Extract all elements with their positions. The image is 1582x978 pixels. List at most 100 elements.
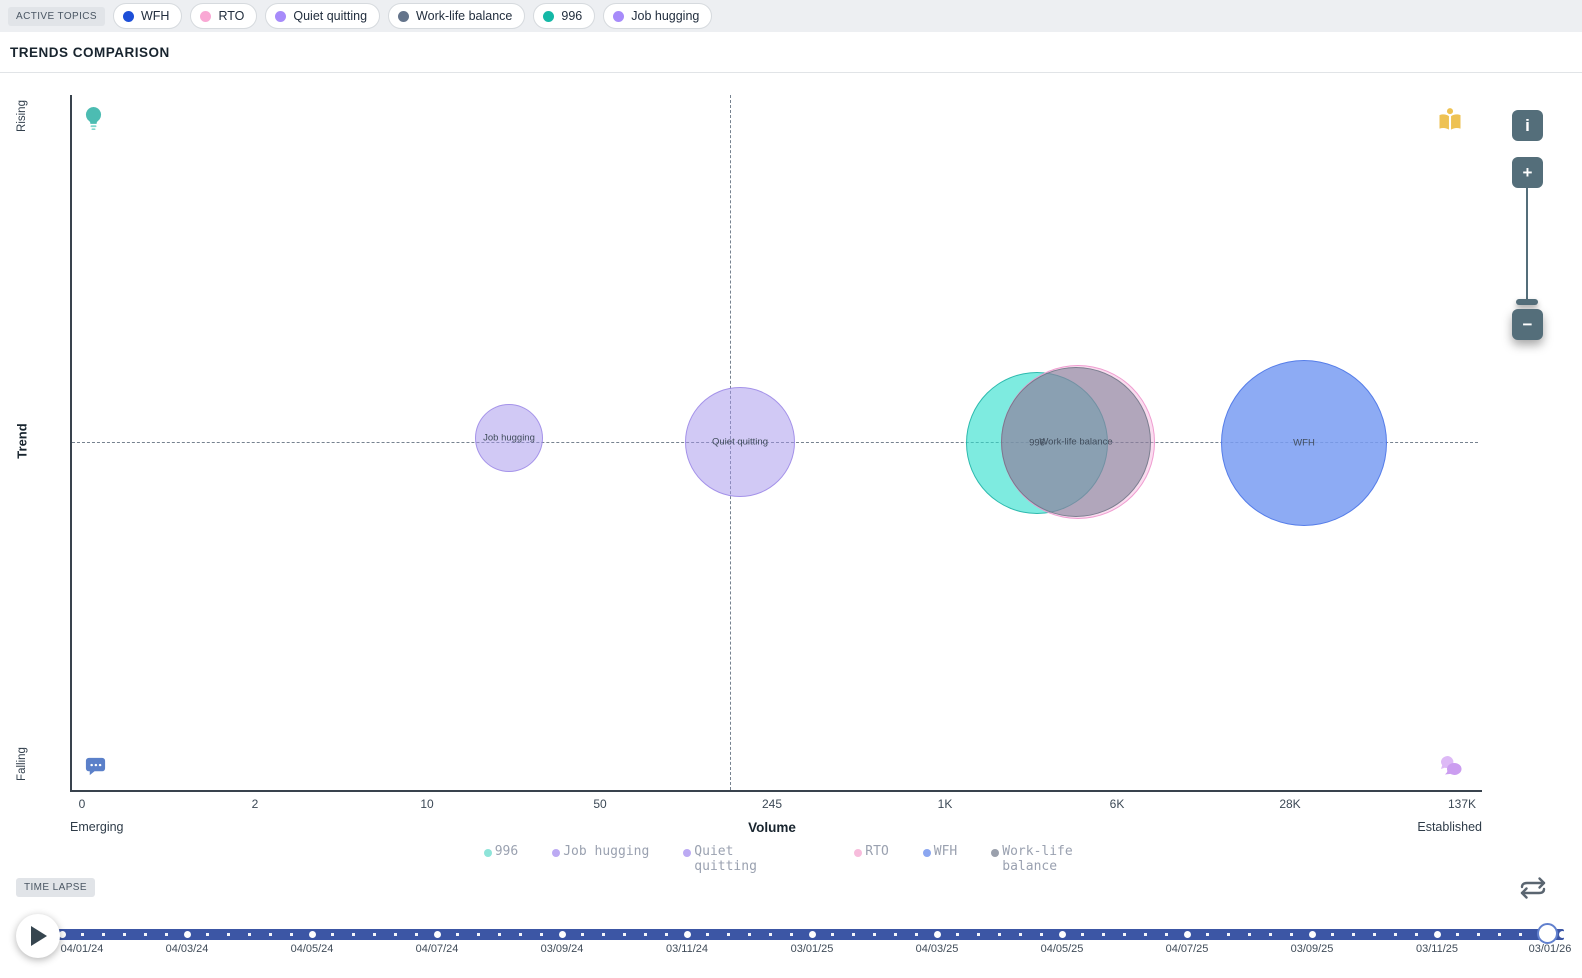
timeline-date-label: 04/05/25 [1040, 943, 1084, 955]
timeline-date-label: 04/05/24 [290, 943, 334, 955]
topic-chip-work-life-balance[interactable]: Work-life balance [388, 3, 526, 29]
timeline-minor-dot [539, 933, 543, 936]
legend-color-dot [854, 849, 863, 857]
x-tick-28k: 28K [1279, 797, 1301, 811]
legend-color-dot [991, 849, 1000, 857]
legend-item-wfh[interactable]: WFH [922, 844, 958, 860]
timeline-major-dot [308, 931, 316, 938]
topic-color-dot [275, 10, 287, 22]
topic-chip-996[interactable]: 996 [533, 3, 596, 29]
timeline-minor-dot [977, 933, 981, 936]
timeline-minor-dot [498, 933, 501, 936]
legend-item-label: Job hugging [563, 844, 650, 859]
timeline-minor-dot [1268, 933, 1272, 936]
chart-legend: 996 Job hugging Quiet quitting RTO WFH Work-l… [0, 844, 1582, 875]
timeline-minor-dot [1164, 933, 1168, 936]
legend-item-996[interactable]: 996 [483, 844, 519, 860]
timeline-minor-dot [1477, 933, 1481, 936]
timeline-major-dot [1058, 931, 1066, 938]
x-axis-right-label: Established [1417, 820, 1482, 834]
timeline-minor-dot [643, 933, 647, 936]
timeline-minor-dot [852, 933, 856, 936]
timeline-minor-dot [143, 933, 147, 936]
timeline-date-label: 03/11/25 [1415, 943, 1459, 955]
zoom-out-button[interactable]: − [1512, 309, 1543, 340]
timeline-minor-dot [1373, 933, 1376, 936]
timeline-minor-dot [1102, 933, 1106, 936]
topic-chip-rto[interactable]: RTO [190, 3, 258, 29]
legend-item-work-life-balance[interactable]: Work-life balance [991, 844, 1098, 875]
legend-item-label: WFH [933, 844, 958, 859]
timeline-date-label: 03/01/26 [1528, 943, 1572, 955]
library-icon [1436, 107, 1464, 138]
timeline-handle[interactable] [1537, 923, 1558, 944]
x-tick-137k: 137K [1447, 797, 1477, 811]
timeline-minor-dot [664, 933, 668, 936]
legend-item-label: 996 [494, 844, 519, 859]
y-axis-title: Trend [14, 423, 30, 459]
timeline-minor-dot [268, 933, 272, 936]
timeline-date-label: 03/11/24 [665, 943, 709, 955]
legend-item-job-hugging[interactable]: Job hugging [552, 844, 650, 860]
timeline-minor-dot [1393, 933, 1397, 936]
play-icon [31, 926, 47, 946]
timeline-date-label: 04/01/24 [60, 943, 104, 955]
timeline-minor-dot [518, 933, 522, 936]
timeline-minor-dot [1498, 933, 1501, 936]
active-topics-badge: ACTIVE TOPICS [8, 6, 105, 26]
timeline-minor-dot [581, 933, 585, 936]
timeline-minor-dot [1039, 933, 1043, 936]
x-tick-10: 10 [420, 797, 434, 811]
x-tick-0: 0 [78, 797, 86, 811]
topic-chip-label: RTO [218, 9, 245, 23]
timeline-date-label: 03/09/24 [540, 943, 584, 955]
legend-item-rto[interactable]: RTO [854, 844, 889, 860]
timeline-date-label: 03/09/25 [1290, 943, 1334, 955]
bubble-wfh[interactable] [1221, 360, 1387, 526]
timeline-minor-dot [81, 933, 85, 936]
topic-chip-wfh[interactable]: WFH [112, 3, 183, 29]
timeline-date-label: 04/03/25 [915, 943, 959, 955]
zoom-slider-track[interactable] [1526, 188, 1528, 302]
timeline-minor-dot [289, 933, 293, 936]
topic-chip-label: Work-life balance [416, 9, 513, 23]
timeline-minor-dot [477, 933, 481, 936]
bubble-quiet-quitting[interactable] [685, 387, 795, 497]
timeline-minor-dot [1456, 933, 1460, 936]
timeline-minor-dot [748, 933, 751, 936]
timeline-minor-dot [602, 933, 606, 936]
timeline-minor-dot [102, 933, 106, 936]
timeline-major-dot [1308, 931, 1316, 938]
timeline-minor-dot [456, 933, 460, 936]
topic-chip-label: Job hugging [631, 9, 700, 23]
repeat-icon[interactable] [1516, 874, 1550, 902]
timeline-minor-dot [873, 933, 876, 936]
timeline-date-label: 04/07/25 [1165, 943, 1209, 955]
topic-chip-job-hugging[interactable]: Job hugging [603, 3, 713, 29]
timeline-minor-dot [164, 933, 168, 936]
time-lapse-badge: TIME LAPSE [16, 878, 95, 897]
legend-color-dot [483, 849, 492, 857]
timeline-minor-dot [727, 933, 731, 936]
x-tick-2: 2 [251, 797, 259, 811]
info-icon: i [1525, 116, 1530, 135]
timeline-minor-dot [1018, 933, 1022, 936]
zoom-in-button[interactable]: + [1512, 157, 1543, 188]
info-button[interactable]: i [1512, 110, 1543, 141]
timeline-minor-dot [831, 933, 835, 936]
bubble-work-life-balance[interactable] [1001, 367, 1151, 517]
play-button[interactable] [16, 914, 60, 958]
timeline-minor-dot [373, 933, 376, 936]
timeline-minor-dot [1081, 933, 1085, 936]
timeline-minor-dot [789, 933, 793, 936]
topic-color-dot [200, 10, 212, 22]
active-topics-bar: ACTIVE TOPICS WFH RTO Quiet quitting Work-l… [0, 0, 1582, 32]
timeline-minor-dot [227, 933, 231, 936]
timeline-major-dot [58, 931, 66, 938]
x-tick-245: 245 [761, 797, 783, 811]
zoom-slider-thumb[interactable] [1516, 299, 1538, 305]
legend-item-label: Quiet quitting [694, 844, 757, 874]
legend-item-quiet-quitting[interactable]: Quiet quitting [683, 844, 790, 875]
bubble-job-hugging[interactable] [475, 404, 543, 472]
topic-chip-quiet-quitting[interactable]: Quiet quitting [265, 3, 381, 29]
